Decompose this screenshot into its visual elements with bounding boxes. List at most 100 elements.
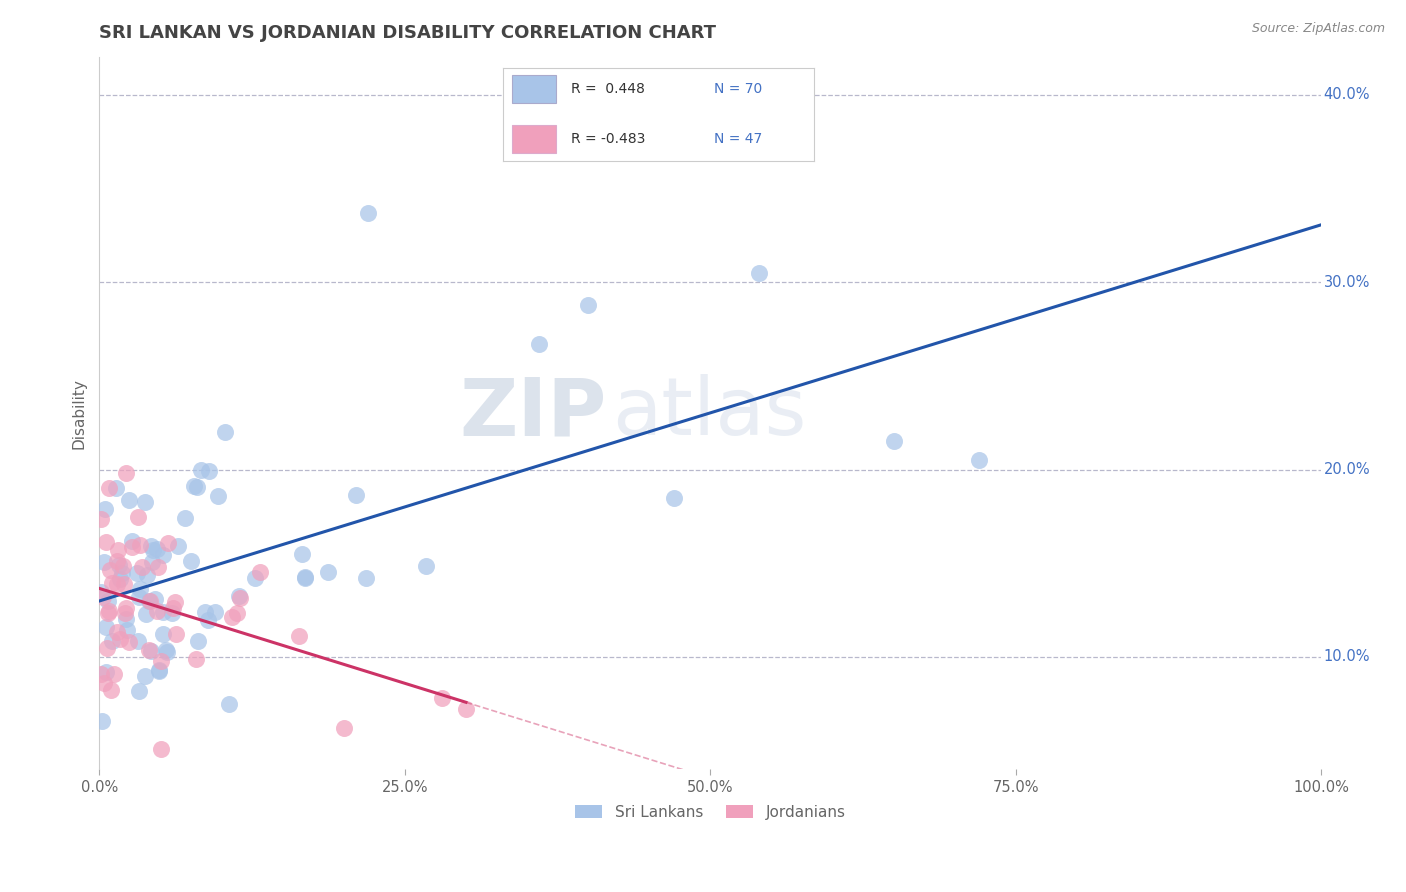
Point [134, 495, 156, 509]
Point [294, 570, 316, 584]
Point [529, 337, 551, 351]
Point [105, 554, 128, 568]
Point [93, 555, 115, 569]
Point [105, 624, 128, 639]
Point [107, 542, 129, 557]
Point [318, 565, 340, 579]
Y-axis label: Disability: Disability [72, 378, 86, 449]
Point [94, 665, 117, 679]
Point [156, 535, 179, 549]
Point [218, 697, 240, 711]
Point [91, 590, 114, 604]
Point [354, 571, 377, 585]
Point [90, 512, 112, 526]
Point [146, 604, 169, 618]
Point [112, 558, 135, 573]
Point [111, 566, 134, 580]
Point [93, 676, 115, 690]
Text: 10.0%: 10.0% [1323, 649, 1369, 665]
Point [662, 491, 685, 505]
Point [194, 605, 217, 619]
Point [105, 482, 128, 496]
Point [117, 493, 139, 508]
Text: 30.0%: 30.0% [1323, 275, 1369, 290]
Point [149, 654, 172, 668]
Point [204, 605, 226, 619]
Point [101, 576, 124, 591]
Point [180, 554, 202, 568]
Point [226, 606, 249, 620]
Point [249, 566, 271, 580]
Point [118, 634, 141, 648]
Text: Source: ZipAtlas.com: Source: ZipAtlas.com [1251, 22, 1385, 36]
Point [103, 667, 125, 681]
Point [163, 595, 186, 609]
Point [454, 702, 477, 716]
Point [344, 488, 367, 502]
Point [90, 667, 112, 681]
Point [167, 539, 190, 553]
Point [134, 669, 156, 683]
Point [127, 510, 149, 524]
Point [148, 663, 170, 677]
Point [129, 538, 152, 552]
Point [136, 568, 159, 582]
Point [110, 632, 132, 646]
Point [90, 585, 112, 599]
Point [127, 634, 149, 648]
Point [94, 535, 117, 549]
Point [198, 464, 221, 478]
Point [156, 645, 179, 659]
Point [748, 266, 770, 280]
Point [128, 591, 150, 605]
Point [165, 627, 187, 641]
Text: SRI LANKAN VS JORDANIAN DISABILITY CORRELATION CHART: SRI LANKAN VS JORDANIAN DISABILITY CORRE… [100, 24, 717, 42]
Text: 20.0%: 20.0% [1323, 462, 1371, 477]
Point [142, 543, 165, 558]
Point [129, 582, 152, 597]
Point [131, 559, 153, 574]
Point [155, 642, 177, 657]
Point [115, 601, 138, 615]
Point [415, 558, 437, 573]
Text: atlas: atlas [613, 375, 807, 452]
Point [214, 425, 236, 439]
Point [152, 548, 174, 562]
Legend: Sri Lankans, Jordanians: Sri Lankans, Jordanians [569, 798, 852, 826]
Point [152, 605, 174, 619]
Point [100, 563, 122, 577]
Point [100, 683, 122, 698]
Point [96, 620, 118, 634]
Point [207, 489, 229, 503]
Point [228, 589, 250, 603]
Point [143, 591, 166, 606]
Point [149, 742, 172, 756]
Point [139, 539, 162, 553]
Point [98, 481, 121, 495]
Point [243, 570, 266, 584]
Point [186, 480, 208, 494]
Point [187, 633, 209, 648]
Point [115, 623, 138, 637]
Point [108, 572, 131, 586]
Point [883, 434, 905, 449]
Point [138, 643, 160, 657]
Point [357, 206, 380, 220]
Point [90, 714, 112, 728]
Point [221, 610, 243, 624]
Point [148, 664, 170, 678]
Point [121, 540, 143, 554]
Point [146, 560, 169, 574]
Point [152, 627, 174, 641]
Point [576, 298, 599, 312]
Point [197, 614, 219, 628]
Point [100, 633, 122, 648]
Point [174, 511, 197, 525]
Text: 40.0%: 40.0% [1323, 87, 1369, 103]
Point [162, 601, 184, 615]
Point [94, 502, 117, 516]
Point [291, 548, 314, 562]
Point [190, 463, 212, 477]
Point [105, 576, 128, 591]
Point [97, 607, 120, 621]
